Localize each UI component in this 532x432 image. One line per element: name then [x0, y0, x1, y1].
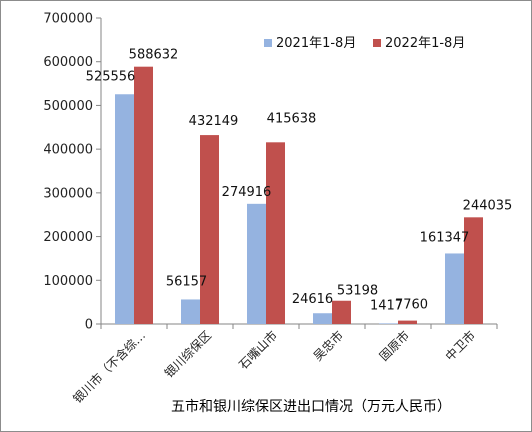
bar-series1 — [115, 94, 134, 324]
legend-swatch — [373, 39, 381, 47]
data-label: 56157 — [166, 274, 207, 289]
x-tick-label: 银川综保区 — [162, 328, 214, 380]
y-tick-label: 0 — [85, 318, 93, 333]
bar-series1 — [445, 253, 464, 324]
y-tick-label: 400000 — [43, 143, 93, 158]
bar-series1 — [379, 323, 398, 324]
legend-label: 2021年1-8月 — [276, 36, 356, 51]
bar-series1 — [313, 313, 332, 324]
bar-series2 — [398, 320, 417, 324]
bar-series2 — [332, 300, 351, 324]
bar-series1 — [247, 203, 266, 324]
y-tick-label: 500000 — [43, 99, 93, 114]
x-tick-label: 银川市（不含综… — [70, 328, 148, 406]
y-tick-label: 600000 — [43, 55, 93, 70]
y-tick-label: 200000 — [43, 230, 93, 245]
bar-series2 — [200, 135, 219, 324]
y-tick-label: 100000 — [43, 274, 93, 289]
x-tick-label: 固原市 — [376, 328, 412, 364]
x-tick-label: 吴忠市 — [310, 328, 346, 364]
legend: 2021年1-8月 2022年1-8月 — [264, 36, 465, 51]
x-tick-label: 石嘴山市 — [236, 328, 281, 373]
bar-series2 — [464, 217, 483, 324]
x-axis: 银川市（不含综… 银川综保区 石嘴山市 吴忠市 固原市 中卫市 — [70, 323, 498, 406]
data-label: 525556 — [86, 69, 136, 84]
bar-series2 — [266, 142, 285, 324]
data-label: 7760 — [395, 298, 428, 313]
y-axis: 0 100000 200000 300000 400000 500000 600000 700… — [43, 12, 102, 333]
data-label: 161347 — [420, 230, 470, 245]
data-label: 24616 — [292, 292, 333, 307]
bar-series1 — [181, 299, 200, 324]
data-label: 53198 — [337, 284, 378, 299]
data-label: 274916 — [222, 185, 272, 200]
chart-title: 五市和银川综保区进出口情况（万元人民币） — [171, 398, 451, 415]
legend-swatch — [264, 39, 272, 47]
legend-label: 2022年1-8月 — [385, 36, 465, 51]
y-tick-label: 300000 — [43, 186, 93, 201]
bars — [115, 66, 483, 325]
data-label: 244035 — [463, 198, 513, 213]
bar-series2 — [134, 66, 153, 325]
x-tick-label: 中卫市 — [442, 328, 478, 364]
data-labels: 525556 56157 274916 24616 1417 161347 588632 43… — [86, 48, 513, 314]
data-label: 415638 — [267, 111, 317, 126]
data-label: 432149 — [189, 114, 239, 129]
data-label: 1417 — [370, 298, 403, 313]
y-tick-label: 700000 — [43, 12, 93, 27]
data-label: 588632 — [129, 48, 179, 63]
